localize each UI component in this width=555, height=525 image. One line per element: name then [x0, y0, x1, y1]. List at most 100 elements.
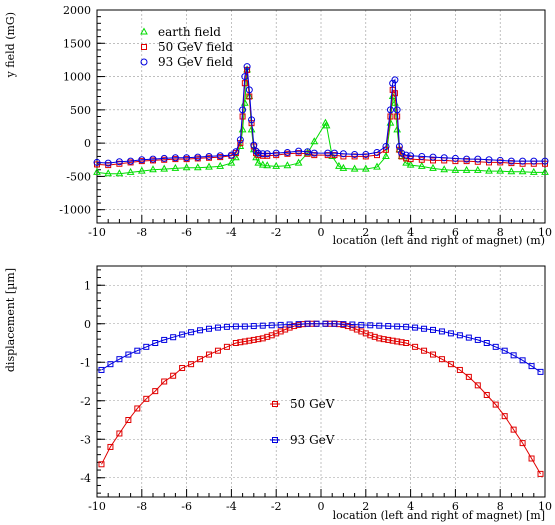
data-point [518, 167, 527, 175]
data-point [216, 161, 225, 169]
data-point [456, 332, 463, 339]
data-point [430, 326, 436, 333]
data-point [170, 334, 177, 341]
data-point [373, 148, 381, 156]
x-tick-label: -4 [226, 226, 237, 239]
data-point [182, 163, 191, 171]
x-tick-label: 10 [538, 500, 552, 513]
data-point [273, 330, 280, 337]
data-point [391, 76, 399, 84]
data-point [268, 332, 275, 339]
data-point [324, 149, 332, 157]
data-point [412, 343, 419, 350]
x-tick-label: 8 [497, 500, 504, 513]
data-point [247, 125, 256, 133]
data-point [232, 323, 239, 330]
y-tick-label: -3 [80, 433, 91, 446]
data-point [447, 361, 454, 368]
data-point [496, 156, 504, 164]
series-93-gev: 93 GeV [98, 320, 544, 447]
data-point [295, 147, 303, 155]
data-point [250, 141, 258, 149]
x-axis-label: location (left and right of magnet) [m] [333, 509, 545, 522]
data-point [376, 322, 383, 329]
data-point [340, 321, 347, 328]
data-point [277, 328, 284, 335]
series-line [101, 323, 541, 373]
data-point [104, 169, 113, 177]
data-point [277, 321, 284, 328]
data-point [206, 325, 212, 332]
data-point [126, 167, 135, 175]
data-point [283, 161, 292, 169]
data-point [254, 149, 262, 157]
data-point [541, 167, 549, 175]
data-point [386, 106, 394, 114]
data-point [149, 165, 157, 173]
series-line [96, 69, 545, 175]
legend-marker [140, 58, 148, 66]
x-tick-label: -8 [136, 500, 147, 513]
data-point [138, 156, 146, 164]
y-tick-label: 1000 [63, 71, 91, 84]
data-point [252, 147, 260, 155]
data-point [183, 154, 191, 162]
series-line [96, 69, 545, 166]
data-point [519, 357, 526, 364]
data-point [134, 405, 141, 412]
data-point [322, 121, 331, 129]
data-point [483, 340, 490, 346]
data-point [421, 347, 428, 354]
data-point [438, 328, 445, 335]
data-point [149, 155, 157, 163]
x-tick-label: -2 [271, 500, 282, 513]
y-tick-label: 1500 [63, 37, 91, 50]
x-tick-label: 4 [407, 226, 414, 239]
data-point [529, 167, 538, 175]
data-point [393, 106, 401, 114]
data-point [254, 158, 263, 166]
data-point [116, 430, 123, 437]
data-point [451, 165, 460, 173]
data-point [237, 339, 244, 346]
data-point [391, 90, 398, 97]
x-tick-label: 0 [318, 500, 325, 513]
data-point [440, 165, 449, 173]
data-point [473, 165, 482, 173]
data-point [351, 150, 359, 158]
legend-marker [272, 437, 278, 443]
data-point [350, 164, 359, 172]
data-point [403, 340, 410, 346]
data-point [115, 169, 124, 177]
x-tick-label: -4 [226, 500, 237, 513]
x-tick-label: -10 [88, 500, 106, 513]
data-point [205, 152, 213, 160]
data-point [283, 148, 291, 156]
data-point [510, 426, 517, 433]
data-point [214, 347, 221, 354]
data-point [107, 361, 114, 368]
data-point [227, 151, 235, 159]
data-point [214, 324, 221, 331]
data-point [492, 343, 499, 350]
data-point [223, 323, 230, 330]
data-point [227, 158, 236, 166]
data-point [403, 323, 410, 330]
data-point [223, 343, 230, 350]
x-tick-label: -6 [181, 500, 192, 513]
y-tick-label: 1 [84, 279, 91, 292]
data-point [206, 351, 212, 358]
data-point [440, 154, 448, 162]
data-point [104, 159, 112, 167]
x-tick-label: -10 [88, 226, 106, 239]
y-tick-label: -4 [80, 472, 91, 485]
data-point [286, 324, 293, 331]
data-point [107, 443, 114, 450]
data-point [248, 116, 256, 124]
data-point [362, 330, 369, 337]
x-tick-label: 2 [362, 500, 369, 513]
y-tick-label: -500 [66, 170, 91, 183]
data-point [143, 343, 150, 350]
data-point [398, 339, 405, 346]
